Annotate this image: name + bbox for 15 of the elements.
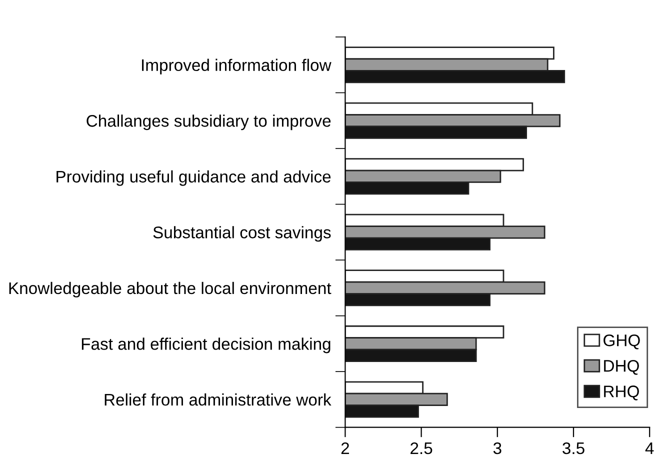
y-tick-label: Relief from administrative work	[104, 393, 332, 406]
y-tick-label: Improved information flow	[142, 58, 332, 74]
x-tick-label: 2	[341, 442, 349, 454]
y-tick-label: Fast and efficient decision making	[82, 338, 330, 354]
legend-label: DHQ	[604, 360, 639, 375]
y-tick-label: Substantial cost savings	[153, 226, 331, 242]
x-tick-label: 3	[493, 442, 502, 454]
x-tick-label: 4	[645, 442, 654, 454]
legend-label: RHQ	[604, 386, 639, 400]
y-tick-label: Providing useful guidance and advice	[56, 170, 331, 186]
x-tick-label: 3.5	[562, 442, 584, 454]
y-tick-label: Challanges subsidiary to improve	[86, 114, 331, 130]
y-tick-label: Knowledgeable about the local environment	[9, 282, 332, 298]
legend-label: GHQ	[604, 334, 640, 350]
x-tick-label: 2.5	[410, 442, 432, 454]
